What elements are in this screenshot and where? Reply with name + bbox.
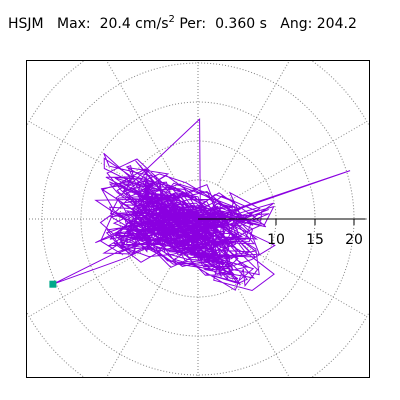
- max-point-marker: [49, 280, 57, 288]
- grid-spoke-240: [106, 252, 179, 377]
- radial-tick-label-20: 20: [345, 232, 363, 248]
- grid-spoke-330: [231, 238, 368, 317]
- radial-tick-label-15: 15: [306, 232, 324, 248]
- period-value: 0.360 s: [215, 16, 267, 32]
- grid-spoke-60: [217, 61, 290, 186]
- max-label: Max:: [56, 16, 91, 32]
- grid-spoke-300: [217, 252, 290, 377]
- max-unit-exponent: 2: [168, 14, 175, 25]
- grid-spoke-210: [28, 238, 165, 317]
- max-marker: [49, 280, 57, 288]
- motion-trace: [52, 118, 351, 292]
- angle-label: Ang:: [280, 16, 313, 32]
- grid-spoke-120: [106, 61, 179, 186]
- radial-axis: 10 15 20: [198, 218, 366, 248]
- angle-value: 204.2: [316, 16, 357, 32]
- station-code: HSJM: [8, 16, 44, 32]
- max-value: 20.4 cm/s: [99, 16, 169, 32]
- period-label: Per:: [179, 16, 207, 32]
- motion-trace-path: [52, 118, 351, 292]
- grid-spoke-150: [28, 121, 165, 200]
- radial-tick-label-10: 10: [267, 232, 285, 248]
- chart-title: HSJM Max: 20.4 cm/s2 Per: 0.360 s Ang: 2…: [8, 14, 357, 32]
- polar-grid: [27, 61, 369, 377]
- grid-spoke-30: [231, 121, 368, 200]
